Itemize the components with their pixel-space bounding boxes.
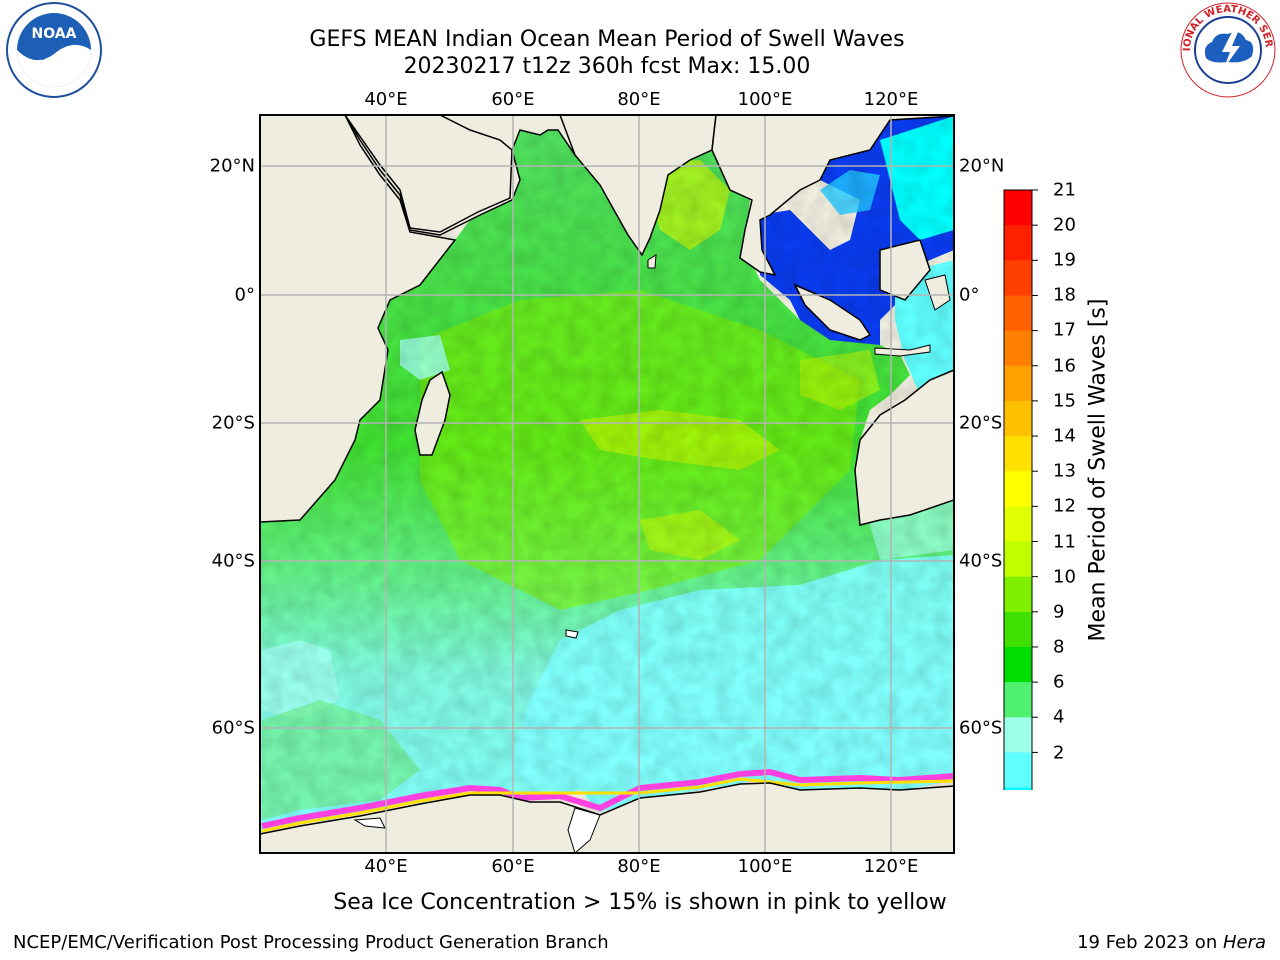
- colorbar-tick-label: 18: [1053, 284, 1076, 306]
- colorbar-tick-label: 16: [1053, 355, 1076, 377]
- colorbar-segment: [1004, 225, 1032, 261]
- colorbar-tick-label: 21: [1053, 179, 1076, 201]
- lat-label-left: 0°: [234, 284, 255, 306]
- lat-label-right: 20°S: [959, 412, 1003, 434]
- noaa-logo-icon: NOAA: [6, 2, 102, 98]
- colorbar-segment: [1004, 611, 1032, 648]
- sea-ice-caption: Sea Ice Concentration > 15% is shown in …: [333, 890, 947, 915]
- lat-label-left: 40°S: [211, 550, 255, 572]
- colorbar-segment: [1004, 717, 1032, 753]
- lon-label-bottom: 80°E: [617, 856, 661, 877]
- colorbar-segment: [1004, 682, 1032, 718]
- colorbar-tick-label: 9: [1053, 601, 1065, 623]
- lat-label-right: 0°: [959, 284, 980, 306]
- lon-label-top: 100°E: [737, 89, 793, 110]
- footer-date: 19 Feb 2023 on Hera: [1077, 932, 1266, 953]
- colorbar-segment: [1004, 400, 1032, 437]
- colorbar-segment: [1004, 190, 1032, 226]
- colorbar-tick-label: 19: [1053, 249, 1076, 271]
- chart-title: GEFS MEAN Indian Ocean Mean Period of Sw…: [309, 27, 905, 52]
- colorbar-tick-label: 14: [1053, 425, 1076, 447]
- colorbar-tick-label: 15: [1053, 390, 1076, 412]
- colorbar-tick-label: 6: [1053, 671, 1065, 693]
- lon-label-bottom: 60°E: [491, 856, 535, 877]
- lat-label-right: 60°S: [959, 717, 1003, 739]
- lat-label-left: 20°S: [211, 412, 255, 434]
- colorbar-tick-label: 4: [1053, 706, 1065, 728]
- colorbar-segment: [1004, 260, 1032, 296]
- colorbar: [1003, 189, 1038, 790]
- colorbar-tick-label: 17: [1053, 319, 1076, 341]
- colorbar-segment: [1004, 295, 1032, 332]
- lon-label-bottom: 40°E: [364, 856, 408, 877]
- colorbar-tick-label: 20: [1053, 214, 1076, 236]
- svg-text:NOAA: NOAA: [32, 26, 77, 42]
- lon-label-top: 60°E: [491, 89, 535, 110]
- lon-label-top: 40°E: [364, 89, 408, 110]
- lon-label-bottom: 100°E: [737, 856, 793, 877]
- colorbar-tick-label: 11: [1053, 531, 1076, 553]
- footer-host: Hera: [1222, 932, 1266, 953]
- lat-label-right: 40°S: [959, 550, 1003, 572]
- colorbar-tick-label: 13: [1053, 460, 1076, 482]
- colorbar-segment: [1004, 541, 1032, 578]
- colorbar-title: Mean Period of Swell Waves [s]: [1085, 298, 1111, 642]
- colorbar-segment: [1004, 576, 1032, 613]
- colorbar-segment: [1004, 506, 1032, 542]
- lat-label-left: 60°S: [211, 717, 255, 739]
- colorbar-tick-label: 12: [1053, 495, 1076, 517]
- colorbar-segment: [1004, 365, 1032, 402]
- colorbar-segment: [1004, 646, 1032, 683]
- colorbar-tick-label: 2: [1053, 742, 1065, 764]
- lon-label-top: 120°E: [863, 89, 919, 110]
- colorbar-segment: [1004, 330, 1032, 367]
- colorbar-segment: [1004, 787, 1032, 790]
- colorbar-segment: [1004, 436, 1032, 472]
- lon-label-bottom: 120°E: [863, 856, 919, 877]
- lat-label-right: 20°N: [959, 155, 1005, 177]
- colorbar-tick-label: 8: [1053, 636, 1065, 658]
- nws-logo-icon: NATIONAL WEATHER SERVICE: [1178, 2, 1276, 98]
- lat-label-left: 20°N: [209, 155, 255, 177]
- colorbar-tick-label: 10: [1053, 566, 1076, 588]
- chart-subtitle: 20230217 t12z 360h fcst Max: 15.00: [403, 54, 811, 79]
- colorbar-segment: [1004, 471, 1032, 507]
- footer-credit: NCEP/EMC/Verification Post Processing Pr…: [13, 932, 609, 953]
- lon-label-top: 80°E: [617, 89, 661, 110]
- footer-date-text: 19 Feb 2023 on: [1077, 932, 1223, 953]
- colorbar-segment: [1004, 752, 1032, 789]
